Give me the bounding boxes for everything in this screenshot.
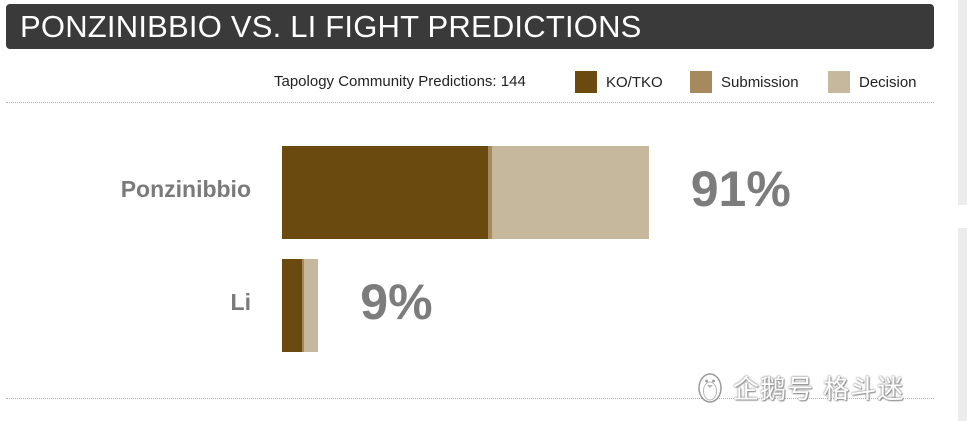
bar-segment-submission bbox=[302, 259, 305, 352]
bar-segment-ko-tko bbox=[282, 259, 303, 352]
legend-item-submission: Submission bbox=[690, 70, 799, 94]
community-predictions-count: Tapology Community Predictions: 144 bbox=[274, 73, 526, 90]
fighter-name-ponzinibbio: Ponzinibbio bbox=[120, 176, 251, 202]
legend-row: Tapology Community Predictions: 144 KO/T… bbox=[0, 70, 967, 96]
bar-segment-decision bbox=[491, 146, 649, 239]
legend-item-decision: Decision bbox=[828, 70, 917, 94]
title-bar: PONZINIBBIO VS. LI FIGHT PREDICTIONS bbox=[6, 4, 934, 49]
stacked-bar-ponzinibbio bbox=[282, 146, 649, 239]
bottom-divider bbox=[6, 398, 934, 399]
side-panel-edge bbox=[958, 228, 967, 421]
bar-segment-ko-tko bbox=[282, 146, 488, 239]
side-panel-edge bbox=[958, 0, 967, 205]
watermark-text: 企鹅号 格斗迷 bbox=[733, 374, 905, 405]
percent-label-ponzinibbio: 91% bbox=[690, 161, 791, 217]
bar-segment-decision bbox=[304, 259, 319, 352]
bar-segment-submission bbox=[487, 146, 492, 239]
legend-label-ko-tko: KO/TKO bbox=[606, 73, 663, 91]
legend-item-ko-tko: KO/TKO bbox=[575, 70, 663, 94]
fighter-name-li: Li bbox=[230, 289, 251, 315]
watermark: 企鹅号 格斗迷 bbox=[695, 368, 904, 406]
page-title: PONZINIBBIO VS. LI FIGHT PREDICTIONS bbox=[20, 9, 642, 44]
legend-swatch-decision bbox=[828, 71, 850, 93]
legend-swatch-ko-tko bbox=[575, 71, 597, 93]
legend-label-submission: Submission bbox=[721, 73, 799, 91]
penguin-icon bbox=[698, 373, 722, 403]
legend-label-decision: Decision bbox=[859, 73, 917, 91]
legend-swatch-submission bbox=[690, 71, 712, 93]
percent-label-li: 9% bbox=[360, 274, 433, 330]
stacked-bar-li bbox=[282, 259, 319, 352]
top-divider bbox=[6, 102, 934, 103]
